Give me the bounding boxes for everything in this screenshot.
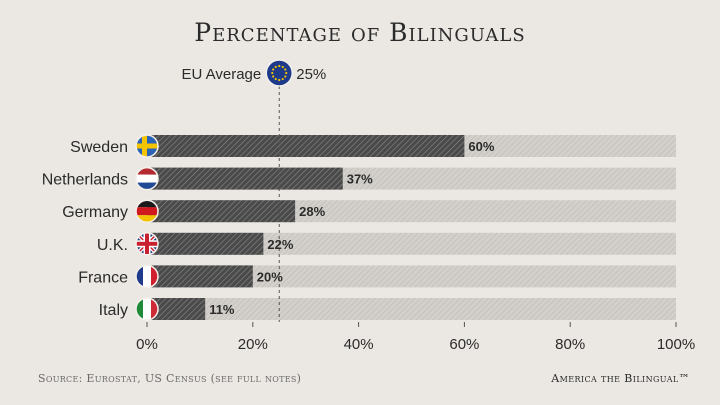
brand-label: America the Bilingual™ <box>551 372 690 385</box>
eu-star <box>272 75 275 78</box>
category-label: France <box>78 269 128 286</box>
bar-france <box>147 265 253 288</box>
flag-stripe <box>151 298 158 320</box>
eu-star <box>278 64 281 68</box>
netherlands-flag <box>135 166 159 191</box>
x-tick-label: 0% <box>136 336 158 353</box>
chart-title: Percentage of Bilinguals <box>194 18 526 47</box>
germany-flag <box>135 199 159 223</box>
category-label: U.K. <box>97 237 128 254</box>
category-label: Germany <box>62 204 128 221</box>
flag-stripe <box>136 174 158 183</box>
flag-ring <box>135 297 159 321</box>
flag-ring <box>135 134 159 158</box>
bar-italy <box>147 298 206 320</box>
bar-uk <box>147 232 264 255</box>
eu-average-value: 25% <box>296 66 326 83</box>
flag-body <box>136 135 158 157</box>
bar-track <box>147 265 676 288</box>
flag-stripe <box>143 298 151 320</box>
source-note: Source: Eurostat, US Census (see full no… <box>38 372 302 385</box>
flag-stripe <box>136 265 143 288</box>
eu-star <box>285 71 288 75</box>
flag-stripe <box>136 298 143 320</box>
france-flag <box>135 264 159 289</box>
eu-star <box>284 68 287 71</box>
value-label: 60% <box>468 139 494 154</box>
bar-germany <box>147 200 296 223</box>
category-label: Netherlands <box>42 172 128 189</box>
flag-stripe <box>136 182 158 190</box>
flag-ring <box>135 264 159 289</box>
flag-ring <box>135 232 159 256</box>
bar-sweden <box>147 135 465 157</box>
flag-body <box>136 298 158 320</box>
sweden-flag <box>135 134 159 158</box>
flag-body <box>136 167 158 190</box>
x-tick-label: 80% <box>555 336 585 353</box>
flag-ring <box>135 199 159 223</box>
bar-netherlands <box>147 167 343 190</box>
eu-star <box>281 65 284 69</box>
value-label: 20% <box>257 269 283 284</box>
eu-star <box>274 77 277 81</box>
flag-stripe <box>145 232 149 255</box>
eu-star <box>274 65 277 69</box>
eu-star <box>284 75 287 78</box>
eu-average-label: EU Average <box>181 66 261 83</box>
eu-flag-icon <box>265 59 293 87</box>
eu-star <box>272 68 275 71</box>
value-label: 22% <box>267 237 293 252</box>
flag-stripe <box>136 215 158 223</box>
flag-body <box>136 265 158 288</box>
eu-star <box>281 77 284 81</box>
x-tick-label: 100% <box>657 336 695 353</box>
eu-flag-disc <box>265 59 293 87</box>
flag-stripe <box>143 265 151 288</box>
category-label: Italy <box>99 302 128 319</box>
x-tick-label: 20% <box>238 336 268 353</box>
x-tick-label: 40% <box>344 336 374 353</box>
flag-stripe <box>136 167 158 175</box>
eu-star <box>278 78 281 82</box>
flag-ring <box>135 166 159 191</box>
flag-stripe <box>136 207 158 216</box>
flag-stripe <box>151 265 158 288</box>
italy-flag <box>135 297 159 321</box>
x-tick-label: 60% <box>449 336 479 353</box>
flag-body <box>136 200 158 223</box>
uk-flag <box>135 232 159 256</box>
value-label: 37% <box>347 172 373 187</box>
flag-stripe <box>142 135 147 157</box>
eu-star <box>271 71 274 75</box>
value-label: 11% <box>209 302 235 317</box>
value-label: 28% <box>299 204 325 219</box>
category-label: Sweden <box>70 139 128 156</box>
flag-stripe <box>136 200 158 208</box>
